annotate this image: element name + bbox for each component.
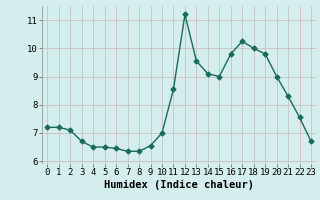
X-axis label: Humidex (Indice chaleur): Humidex (Indice chaleur) <box>104 180 254 190</box>
